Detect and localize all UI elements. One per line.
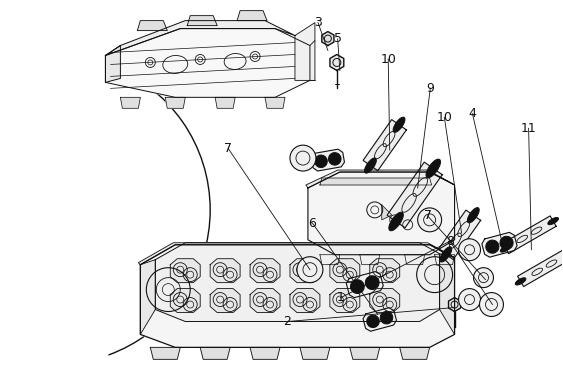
Circle shape xyxy=(458,289,480,310)
Polygon shape xyxy=(370,289,400,313)
Polygon shape xyxy=(300,347,330,359)
Circle shape xyxy=(297,257,323,283)
Polygon shape xyxy=(308,172,454,255)
Polygon shape xyxy=(170,259,200,283)
Polygon shape xyxy=(330,289,360,313)
Ellipse shape xyxy=(501,245,511,252)
Polygon shape xyxy=(382,205,392,220)
Ellipse shape xyxy=(350,280,364,294)
Text: 6: 6 xyxy=(309,217,316,229)
Ellipse shape xyxy=(315,155,327,168)
Polygon shape xyxy=(138,243,454,265)
Ellipse shape xyxy=(393,117,405,132)
Ellipse shape xyxy=(380,311,393,324)
Polygon shape xyxy=(346,272,383,298)
Text: 10: 10 xyxy=(380,53,396,66)
Polygon shape xyxy=(387,162,443,228)
Text: 3: 3 xyxy=(314,16,322,29)
Polygon shape xyxy=(400,347,430,359)
Polygon shape xyxy=(237,11,267,20)
Polygon shape xyxy=(322,31,334,45)
Polygon shape xyxy=(370,259,400,283)
Circle shape xyxy=(473,268,494,288)
Polygon shape xyxy=(360,255,380,265)
Polygon shape xyxy=(435,255,454,265)
Polygon shape xyxy=(440,254,454,335)
Ellipse shape xyxy=(548,217,558,225)
Text: 7: 7 xyxy=(423,209,431,222)
Ellipse shape xyxy=(367,315,379,328)
Ellipse shape xyxy=(486,240,499,253)
Circle shape xyxy=(290,145,316,171)
Polygon shape xyxy=(105,45,120,82)
Circle shape xyxy=(480,292,503,317)
Ellipse shape xyxy=(515,278,526,285)
Polygon shape xyxy=(350,347,380,359)
Polygon shape xyxy=(503,216,556,254)
Ellipse shape xyxy=(467,208,479,223)
Text: 4: 4 xyxy=(468,107,476,120)
Polygon shape xyxy=(250,259,280,283)
Polygon shape xyxy=(140,245,454,347)
Ellipse shape xyxy=(440,247,452,262)
Ellipse shape xyxy=(389,212,403,231)
Text: 7: 7 xyxy=(224,142,232,155)
Polygon shape xyxy=(306,170,454,188)
Polygon shape xyxy=(170,289,200,313)
Polygon shape xyxy=(265,97,285,108)
Text: 2: 2 xyxy=(283,315,291,328)
Polygon shape xyxy=(320,178,432,185)
Circle shape xyxy=(458,239,480,261)
Text: 8: 8 xyxy=(446,235,454,248)
Polygon shape xyxy=(290,289,320,313)
Polygon shape xyxy=(105,20,295,56)
Polygon shape xyxy=(290,259,320,283)
Polygon shape xyxy=(449,298,461,311)
Polygon shape xyxy=(439,210,481,259)
Polygon shape xyxy=(187,16,217,26)
Ellipse shape xyxy=(365,276,379,290)
Polygon shape xyxy=(210,289,240,313)
Polygon shape xyxy=(120,97,140,108)
Polygon shape xyxy=(330,55,344,70)
Polygon shape xyxy=(250,347,280,359)
Polygon shape xyxy=(320,255,340,265)
Text: 9: 9 xyxy=(426,82,434,95)
Polygon shape xyxy=(215,97,235,108)
Ellipse shape xyxy=(426,159,440,178)
Polygon shape xyxy=(166,97,185,108)
Polygon shape xyxy=(137,20,167,31)
Polygon shape xyxy=(482,232,517,257)
Polygon shape xyxy=(330,259,360,283)
Polygon shape xyxy=(140,260,155,335)
Ellipse shape xyxy=(500,236,513,250)
Polygon shape xyxy=(200,347,230,359)
Polygon shape xyxy=(311,149,345,171)
Polygon shape xyxy=(517,249,563,287)
Polygon shape xyxy=(250,289,280,313)
Polygon shape xyxy=(363,120,406,171)
Text: 10: 10 xyxy=(436,111,452,124)
Polygon shape xyxy=(363,308,396,331)
Ellipse shape xyxy=(328,153,341,165)
Ellipse shape xyxy=(364,158,377,173)
Polygon shape xyxy=(155,243,440,321)
Polygon shape xyxy=(150,347,180,359)
Text: 1: 1 xyxy=(337,291,345,305)
Text: 11: 11 xyxy=(521,122,537,135)
Polygon shape xyxy=(295,23,315,81)
Polygon shape xyxy=(105,29,310,97)
Circle shape xyxy=(418,208,441,232)
Polygon shape xyxy=(405,255,425,265)
Text: 5: 5 xyxy=(334,33,342,45)
Polygon shape xyxy=(210,259,240,283)
